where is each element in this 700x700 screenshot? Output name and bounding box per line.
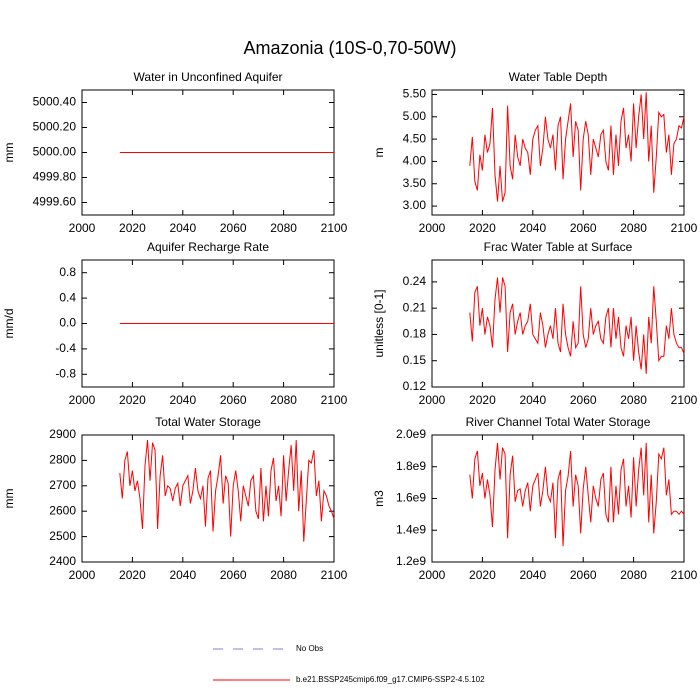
x-tick-label: 2080 [620,393,647,407]
x-tick-label: 2100 [671,568,698,582]
y-axis-label: unitless [0-1] [372,289,386,357]
y-tick-label: 5.50 [403,87,427,101]
y-tick-label: 0.12 [403,379,427,393]
x-tick-label: 2000 [419,393,446,407]
y-tick-label: 3.50 [403,176,427,190]
y-tick-label: 0.4 [59,290,76,304]
y-tick-label: 1.4e9 [396,522,426,536]
x-tick-label: 2080 [270,393,297,407]
y-tick-label: 5000.00 [33,145,77,159]
y-tick-label: 4999.60 [33,195,77,209]
y-axis-label: m3 [372,490,386,507]
x-tick-label: 2100 [321,393,348,407]
x-tick-label: 2020 [119,221,146,235]
panel-title: Frac Water Table at Surface [484,240,633,254]
x-tick-label: 2020 [119,393,146,407]
x-tick-label: 2080 [620,568,647,582]
figure-title: Amazonia (10S-0,70-50W) [243,38,456,58]
x-tick-label: 2000 [419,221,446,235]
y-tick-label: 5000.40 [33,95,77,109]
x-tick-label: 2060 [220,221,247,235]
x-tick-label: 2060 [220,393,247,407]
x-tick-label: 2040 [169,221,196,235]
x-tick-label: 2100 [671,393,698,407]
x-tick-label: 2000 [69,568,96,582]
x-tick-label: 2000 [69,393,96,407]
y-tick-label: 1.6e9 [396,491,426,505]
y-axis-label: mm [2,143,16,163]
plot-frame [431,259,685,388]
panel-title: Water Table Depth [509,70,608,84]
data-line [469,442,685,547]
x-tick-label: 2060 [570,221,597,235]
x-tick-label: 2100 [321,221,348,235]
y-tick-label: 2400 [49,554,76,568]
x-tick-label: 2020 [119,568,146,582]
legend-label: No Obs [296,644,323,653]
x-tick-label: 2080 [270,568,297,582]
y-tick-label: 2700 [49,478,76,492]
y-tick-label: 2.0e9 [396,427,426,441]
y-axis-label: mm [2,489,16,509]
y-tick-label: 2900 [49,427,76,441]
x-tick-label: 2100 [671,221,698,235]
y-tick-label: 1.8e9 [396,459,426,473]
y-tick-label: -0.8 [55,366,76,380]
plot-frame [431,89,685,216]
x-tick-label: 2060 [220,568,247,582]
y-tick-label: 2500 [49,529,76,543]
panel-title: Total Water Storage [155,415,261,429]
x-tick-label: 2060 [570,393,597,407]
x-tick-label: 2040 [169,568,196,582]
x-tick-label: 2000 [419,568,446,582]
x-tick-label: 2020 [469,568,496,582]
y-tick-label: 0.15 [403,353,427,367]
x-tick-label: 2040 [169,393,196,407]
y-tick-label: 2800 [49,453,76,467]
y-tick-label: 5.00 [403,109,427,123]
y-tick-label: 4.00 [403,154,427,168]
x-tick-label: 2020 [469,393,496,407]
data-line [469,92,685,202]
y-tick-label: 0.8 [59,265,76,279]
y-tick-label: 3.00 [403,198,427,212]
y-tick-label: -0.4 [55,341,76,355]
x-tick-label: 2040 [519,221,546,235]
y-tick-label: 5000.20 [33,120,77,134]
x-tick-label: 2060 [570,568,597,582]
x-tick-label: 2040 [519,568,546,582]
y-tick-label: 4.50 [403,131,427,145]
panel-title: Water in Unconfined Aquifer [134,70,283,84]
y-tick-label: 0.0 [59,316,76,330]
x-tick-label: 2000 [69,221,96,235]
data-line [469,277,685,374]
plot-frame [81,434,335,563]
x-tick-label: 2100 [321,568,348,582]
y-tick-label: 2600 [49,503,76,517]
y-tick-label: 0.21 [403,300,427,314]
y-tick-label: 1.2e9 [396,554,426,568]
plot-frame [431,434,685,563]
y-axis-label: m [372,148,386,158]
y-tick-label: 0.18 [403,327,427,341]
data-line [119,440,335,542]
legend-label: b.e21.BSSP245cmip6.f09_g17.CMIP6-SSP2-4.… [296,675,485,684]
x-tick-label: 2040 [519,393,546,407]
x-tick-label: 2080 [270,221,297,235]
panel-title: River Channel Total Water Storage [466,415,651,429]
x-tick-label: 2020 [469,221,496,235]
y-tick-label: 4999.80 [33,170,77,184]
y-tick-label: 0.24 [403,274,427,288]
y-axis-label: mm/d [2,309,16,339]
panel-title: Aquifer Recharge Rate [147,240,269,254]
x-tick-label: 2080 [620,221,647,235]
